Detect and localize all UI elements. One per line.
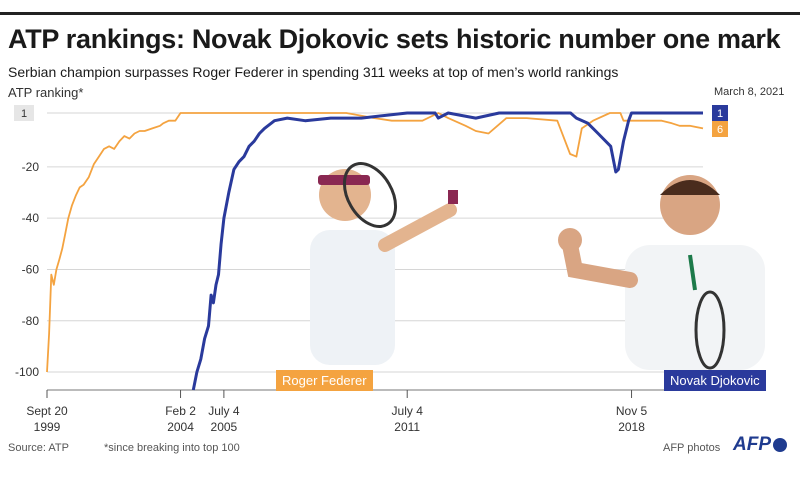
chart-title: ATP rankings: Novak Djokovic sets histor…	[8, 24, 781, 54]
end-badges: 61	[712, 105, 728, 137]
x-tick-year: 2018	[618, 420, 645, 434]
y-tick-label: -80	[22, 314, 40, 328]
x-tick-year: 2011	[394, 420, 420, 434]
djokovic-photo	[558, 175, 765, 370]
x-tick-year: 2004	[167, 420, 194, 434]
x-tick-year: 1999	[34, 420, 61, 434]
federer-name-tag: Roger Federer	[276, 370, 373, 391]
x-tick-label: July 4	[392, 404, 424, 418]
afp-logo: AFP	[733, 434, 787, 456]
series-lines	[46, 111, 704, 391]
end-badge-box	[712, 121, 728, 137]
y-tick-label: 1	[21, 108, 27, 120]
photo-credit: AFP photos	[663, 442, 721, 454]
x-tick-year: 2005	[211, 420, 238, 434]
chart-subtitle: Serbian champion surpasses Roger Federer…	[8, 64, 619, 80]
y-tick-label: -40	[22, 211, 40, 225]
x-tick-label: July 4	[208, 404, 240, 418]
x-axis-ticks: Sept 20 1999 Feb 2 2004 July 4 2005 July 4 2011…	[26, 389, 703, 434]
y-tick-label: -20	[22, 160, 40, 174]
end-badge-label: 1	[717, 108, 723, 120]
y-tick-label: -60	[22, 262, 40, 276]
x-tick-label: Feb 2	[165, 404, 196, 418]
y-tick-label: -100	[15, 365, 39, 379]
end-badge-box	[712, 105, 728, 121]
x-tick-label: Sept 20	[26, 404, 68, 418]
y-axis-label: ATP ranking*	[8, 85, 84, 100]
source-note: Source: ATP	[8, 442, 69, 454]
y-axis-ticks: 1 -20 -40 -60 -80 -100	[14, 105, 39, 379]
series-line-roger-federer	[46, 112, 704, 373]
end-badge-label: 6	[717, 124, 723, 136]
y-tick-box	[14, 105, 34, 121]
top-rule	[0, 12, 800, 15]
x-tick-label: Nov 5	[616, 404, 648, 418]
djokovic-name-tag: Novak Djokovic	[664, 370, 766, 391]
series-line-novak-djokovic	[191, 111, 703, 391]
federer-photo	[310, 162, 458, 365]
footnote: *since breaking into top 100	[104, 442, 240, 454]
end-date-label: March 8, 2021	[714, 86, 785, 98]
